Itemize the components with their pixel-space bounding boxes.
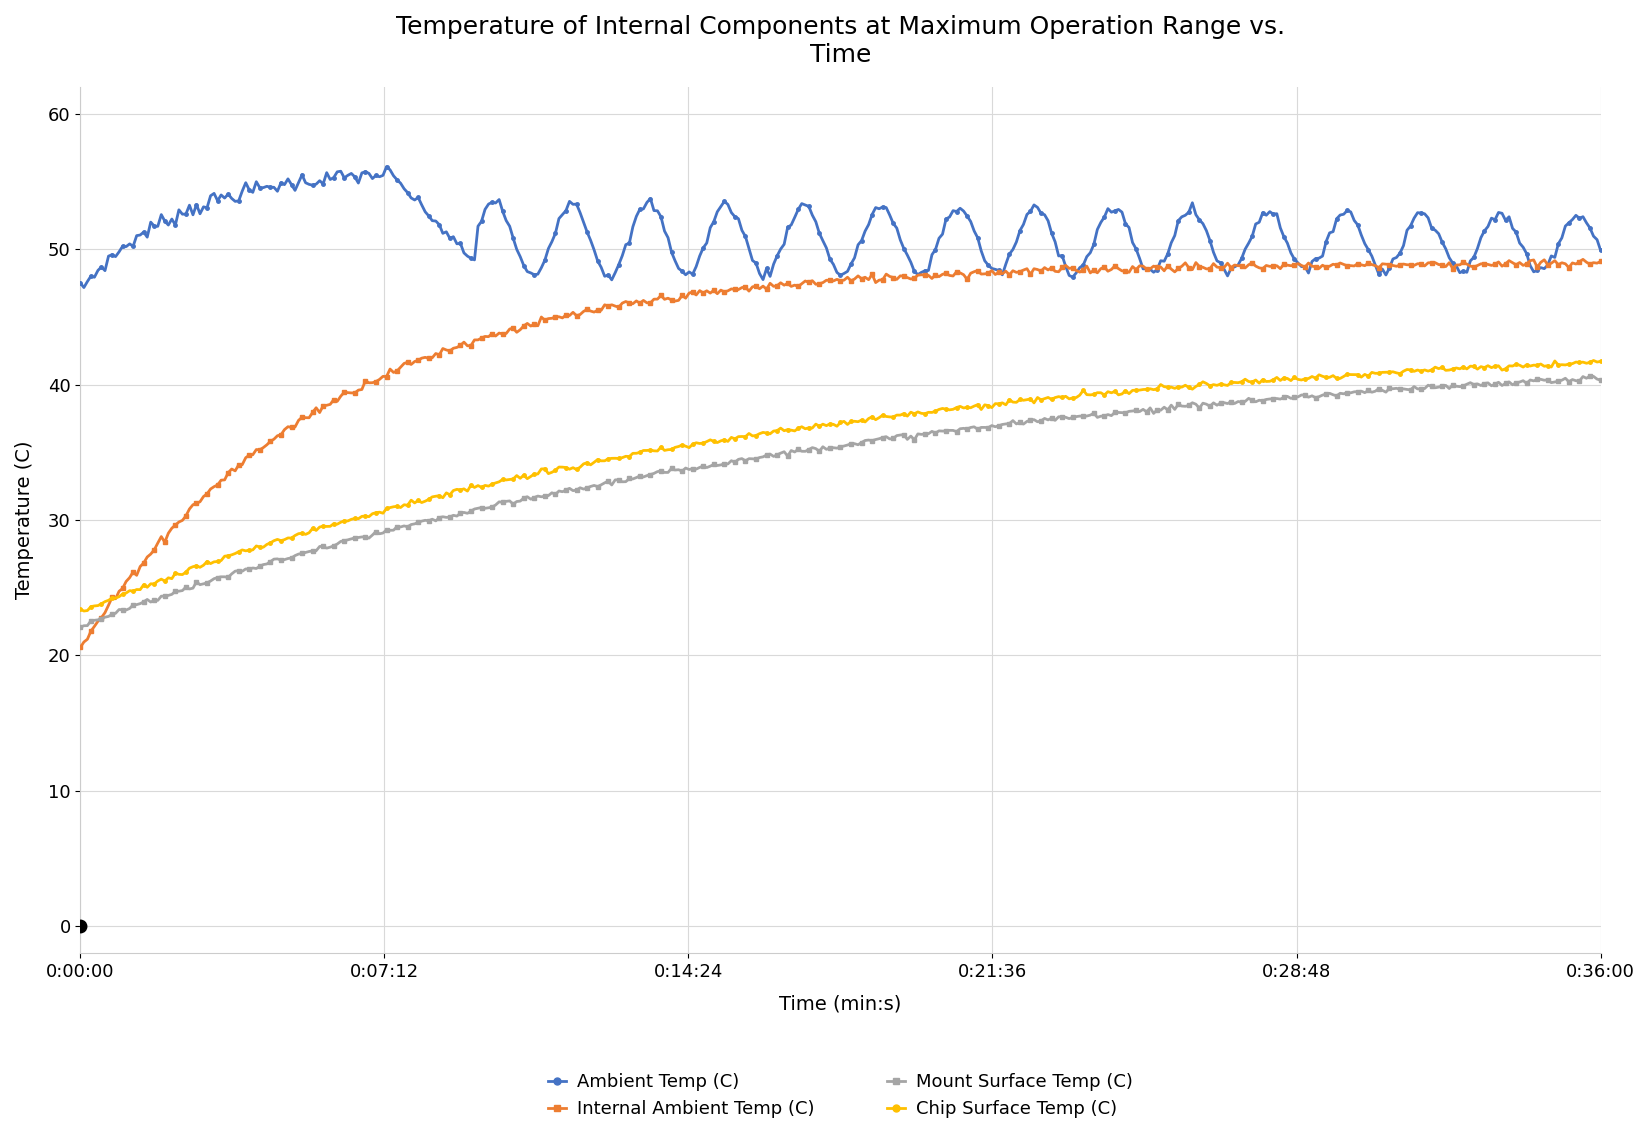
- Line: Chip Surface Temp (C): Chip Surface Temp (C): [79, 359, 1602, 613]
- Ambient Temp (C): [376, 160, 396, 174]
- Ambient Temp (C): [211, 188, 231, 202]
- Chip Surface Temp (C): [1584, 354, 1604, 368]
- Mount Surface Temp (C): [144, 594, 163, 608]
- Line: Internal Ambient Temp (C): Internal Ambient Temp (C): [79, 258, 1602, 649]
- Mount Surface Temp (C): [969, 423, 988, 436]
- Ambient Temp (C): [960, 215, 980, 228]
- Line: Ambient Temp (C): Ambient Temp (C): [79, 164, 1602, 289]
- Internal Ambient Temp (C): [71, 641, 91, 654]
- Title: Temperature of Internal Components at Maximum Operation Range vs.
Time: Temperature of Internal Components at Ma…: [396, 15, 1285, 66]
- Ambient Temp (C): [71, 276, 91, 290]
- Internal Ambient Temp (C): [144, 542, 163, 556]
- Internal Ambient Temp (C): [1292, 258, 1312, 272]
- Mount Surface Temp (C): [954, 421, 974, 435]
- Ambient Temp (C): [74, 281, 94, 295]
- Internal Ambient Temp (C): [429, 348, 449, 362]
- Ambient Temp (C): [975, 254, 995, 267]
- Chip Surface Temp (C): [211, 554, 231, 568]
- Chip Surface Temp (C): [957, 401, 977, 415]
- Ambient Temp (C): [148, 219, 168, 233]
- Chip Surface Temp (C): [1591, 354, 1610, 368]
- Y-axis label: Temperature (C): Temperature (C): [15, 441, 35, 600]
- Chip Surface Temp (C): [74, 604, 94, 618]
- Mount Surface Temp (C): [1591, 373, 1610, 387]
- Internal Ambient Temp (C): [969, 264, 988, 278]
- X-axis label: Time (min:s): Time (min:s): [779, 995, 901, 1014]
- Legend: Ambient Temp (C), Internal Ambient Temp (C), Mount Surface Temp (C), Chip Surfac: Ambient Temp (C), Internal Ambient Temp …: [541, 1065, 1140, 1125]
- Ambient Temp (C): [1299, 266, 1318, 280]
- Chip Surface Temp (C): [432, 491, 452, 505]
- Chip Surface Temp (C): [148, 574, 168, 588]
- Internal Ambient Temp (C): [1572, 252, 1592, 266]
- Ambient Temp (C): [1591, 243, 1610, 257]
- Chip Surface Temp (C): [71, 602, 91, 616]
- Mount Surface Temp (C): [208, 571, 228, 585]
- Internal Ambient Temp (C): [1591, 255, 1610, 268]
- Ambient Temp (C): [437, 225, 457, 239]
- Line: Mount Surface Temp (C): Mount Surface Temp (C): [79, 375, 1602, 629]
- Mount Surface Temp (C): [1292, 388, 1312, 402]
- Mount Surface Temp (C): [71, 620, 91, 634]
- Internal Ambient Temp (C): [954, 268, 974, 282]
- Mount Surface Temp (C): [1581, 369, 1600, 383]
- Mount Surface Temp (C): [429, 510, 449, 524]
- Chip Surface Temp (C): [972, 403, 992, 417]
- Chip Surface Temp (C): [1295, 372, 1315, 386]
- Internal Ambient Temp (C): [208, 478, 228, 492]
